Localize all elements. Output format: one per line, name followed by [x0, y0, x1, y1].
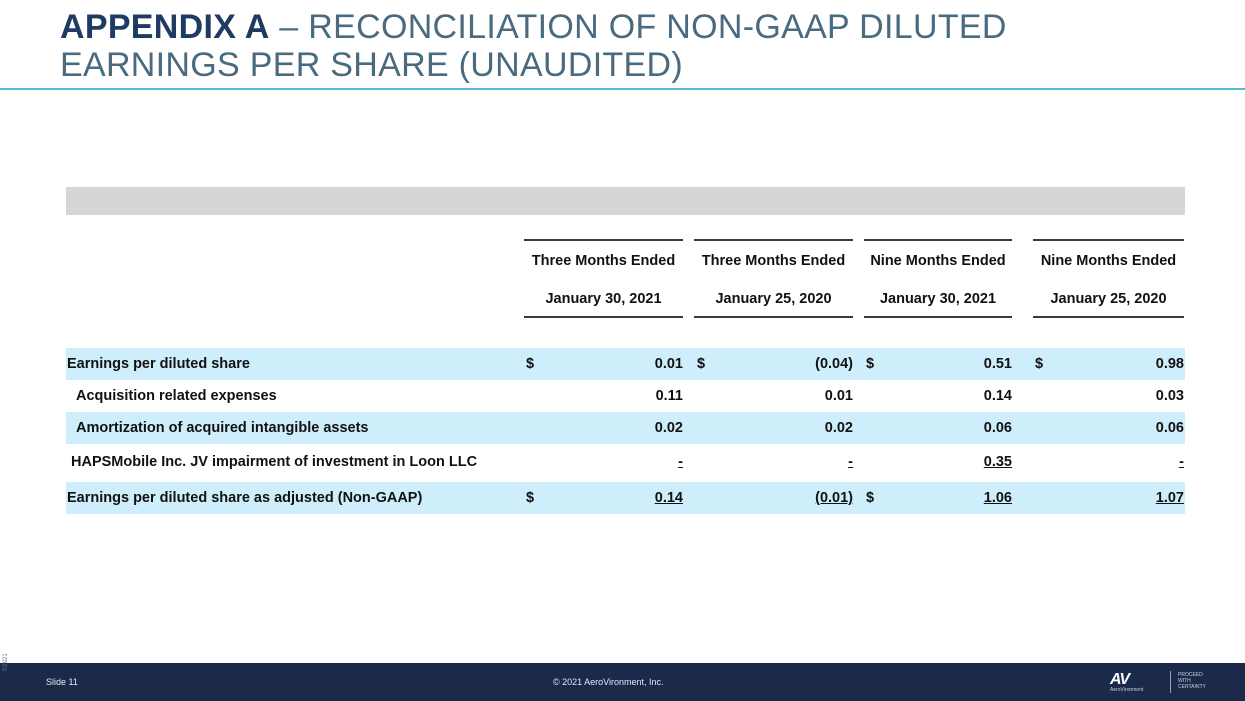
cell-value: 0.01	[824, 388, 853, 404]
column-header-date: January 30, 2021	[879, 291, 997, 307]
cell-value: 0.98	[1155, 356, 1184, 372]
table-row: Earnings per diluted share $ 0.01 $ (0.0…	[66, 348, 1185, 380]
tagline-line: WITH	[1178, 678, 1191, 684]
row-label: HAPSMobile Inc. JV impairment of investm…	[71, 454, 478, 470]
cell-value: -	[678, 454, 683, 470]
cell-value: 0.51	[983, 356, 1012, 372]
table-row: Amortization of acquired intangible asse…	[66, 412, 1185, 444]
column-header-3: Nine Months Ended January 30, 2021	[864, 239, 1012, 318]
column-header-period: Nine Months Ended	[1040, 253, 1177, 269]
page-title: APPENDIX A – RECONCILIATION OF NON-GAAP …	[60, 8, 1060, 84]
dollar-sign: $	[526, 356, 535, 372]
cell-value: 0.06	[983, 420, 1012, 436]
tagline: PROCEED WITH CERTAINTY	[1178, 672, 1206, 690]
table-row: Acquisition related expenses 0.11 0.01 0…	[66, 380, 1185, 412]
title-rest: – RECONCILIATION OF NON-GAAP DILUTED	[269, 8, 1007, 46]
cell-value: -	[1179, 454, 1184, 470]
column-header-date: January 25, 2020	[715, 291, 832, 307]
column-header-period: Three Months Ended	[531, 253, 676, 269]
cell-value: 0.03	[1155, 388, 1184, 404]
tagline-line: PROCEED	[1178, 672, 1203, 678]
cell-value: 0.02	[824, 420, 853, 436]
row-label: Amortization of acquired intangible asse…	[76, 420, 369, 436]
logo-subtext: AeroVironment	[1110, 687, 1144, 693]
logo-mark: AV	[1110, 671, 1130, 688]
cell-value: 0.02	[654, 420, 683, 436]
cell-value: -	[848, 454, 853, 470]
table-header-bar	[66, 187, 1185, 215]
cell-value: 0.06	[1155, 420, 1184, 436]
column-header-period: Three Months Ended	[701, 253, 846, 269]
column-header-1: Three Months Ended January 30, 2021	[524, 239, 683, 318]
cell-value: 1.07	[1155, 490, 1184, 506]
cell-value: 1.06	[983, 490, 1012, 506]
row-label: Earnings per diluted share	[67, 356, 250, 372]
row-label: Earnings per diluted share as adjusted (…	[67, 490, 423, 506]
column-header-date: January 30, 2021	[545, 291, 662, 307]
column-header-4: Nine Months Ended January 25, 2020	[1033, 239, 1184, 318]
cell-value: 0.14	[983, 388, 1012, 404]
column-header-date: January 25, 2020	[1050, 291, 1167, 307]
dollar-sign: $	[1035, 356, 1044, 372]
title-bold: APPENDIX A	[60, 8, 270, 46]
table-row: HAPSMobile Inc. JV impairment of investm…	[66, 446, 1185, 478]
cell-value: 0.11	[655, 388, 683, 404]
dollar-sign: $	[697, 356, 706, 372]
cell-value: (0.01)	[815, 490, 853, 506]
footer-bar: ©2021 Slide 11 © 2021 AeroVironment, Inc…	[0, 653, 1245, 701]
table-row: Earnings per diluted share as adjusted (…	[66, 482, 1185, 514]
slide-number: Slide 11	[46, 677, 78, 687]
logo-divider	[1170, 671, 1171, 693]
aerovironment-logo: AV AeroVironment	[1110, 671, 1143, 693]
cell-value: (0.04)	[815, 356, 853, 372]
title-divider	[0, 88, 1245, 90]
copyright-text: © 2021 AeroVironment, Inc.	[553, 677, 664, 687]
dollar-sign: $	[526, 490, 535, 506]
column-header-2: Three Months Ended January 25, 2020	[694, 239, 853, 318]
title-line2: EARNINGS PER SHARE (UNAUDITED)	[60, 46, 683, 84]
row-label: Acquisition related expenses	[76, 388, 277, 404]
tagline-line: CERTAINTY	[1178, 684, 1206, 690]
side-text: ©2021	[3, 653, 9, 671]
dollar-sign: $	[866, 490, 875, 506]
dollar-sign: $	[866, 356, 875, 372]
cell-value: 0.35	[983, 454, 1012, 470]
column-header-period: Nine Months Ended	[870, 253, 1006, 269]
cell-value: 0.14	[654, 490, 683, 506]
cell-value: 0.01	[654, 356, 683, 372]
